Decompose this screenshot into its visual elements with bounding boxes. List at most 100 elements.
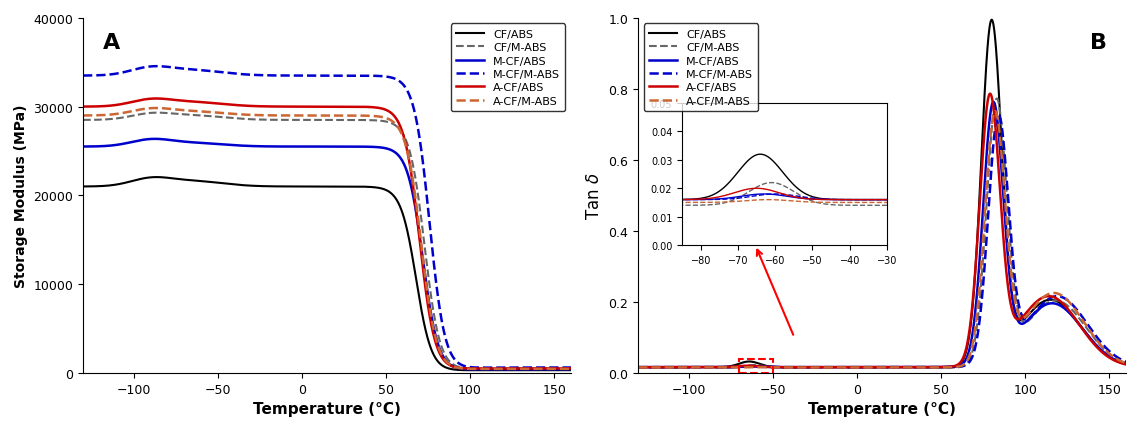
A-CF/ABS <box>301 105 315 110</box>
A-CF/ABS <box>1016 314 1029 319</box>
CF/M-ABS <box>551 366 564 371</box>
M-CF/M-ABS <box>76 74 90 79</box>
CF/ABS <box>1106 356 1119 362</box>
Legend: CF/ABS, CF/M-ABS, M-CF/ABS, M-CF/M-ABS, A-CF/ABS, A-CF/M-ABS: CF/ABS, CF/M-ABS, M-CF/ABS, M-CF/M-ABS, … <box>450 25 565 112</box>
A-CF/M-ABS <box>564 366 578 372</box>
A-CF/ABS <box>564 366 578 371</box>
A-CF/ABS <box>101 104 115 109</box>
A-CF/M-ABS <box>988 109 1002 114</box>
CF/M-ABS <box>632 366 645 371</box>
X-axis label: Temperature (°C): Temperature (°C) <box>808 401 956 416</box>
A-CF/M-ABS <box>461 366 474 372</box>
A-CF/ABS <box>869 365 882 370</box>
Line: CF/ABS: CF/ABS <box>638 21 1126 367</box>
CF/ABS <box>869 365 882 370</box>
M-CF/ABS <box>1106 356 1119 361</box>
A-CF/ABS <box>1119 362 1133 367</box>
CF/ABS <box>1105 356 1118 361</box>
CF/M-ABS <box>314 118 327 123</box>
A-CF/M-ABS <box>1119 361 1133 366</box>
CF/ABS <box>1119 362 1133 367</box>
CF/M-ABS <box>1016 319 1029 324</box>
M-CF/M-ABS <box>856 365 870 370</box>
A-CF/ABS <box>551 366 564 371</box>
CF/M-ABS <box>869 366 882 371</box>
A-CF/ABS <box>984 92 998 97</box>
M-CF/M-ABS <box>101 73 115 78</box>
M-CF/M-ABS <box>1016 315 1029 320</box>
M-CF/M-ABS <box>657 365 670 370</box>
A-CF/ABS <box>461 366 474 371</box>
M-CF/ABS <box>1016 321 1029 326</box>
A-CF/ABS <box>632 365 645 370</box>
M-CF/M-ABS <box>1119 359 1133 365</box>
CF/M-ABS <box>101 117 115 123</box>
CF/ABS <box>564 368 578 373</box>
CF/M-ABS <box>856 366 870 371</box>
Legend: CF/ABS, CF/M-ABS, M-CF/ABS, M-CF/M-ABS, A-CF/ABS, A-CF/M-ABS: CF/ABS, CF/M-ABS, M-CF/ABS, M-CF/M-ABS, … <box>644 25 758 112</box>
A-CF/ABS <box>1106 357 1119 362</box>
A-CF/M-ABS <box>869 365 882 370</box>
CF/ABS <box>1016 318 1029 323</box>
A-CF/ABS <box>314 105 327 110</box>
M-CF/ABS <box>1119 362 1133 367</box>
A-CF/M-ABS <box>632 365 645 370</box>
A-CF/ABS <box>856 365 870 370</box>
M-CF/M-ABS <box>301 74 315 79</box>
A-CF/M-ABS <box>101 113 115 118</box>
M-CF/M-ABS <box>149 64 163 70</box>
M-CF/ABS <box>148 137 162 142</box>
CF/M-ABS <box>150 111 164 116</box>
CF/ABS <box>101 184 115 189</box>
CF/ABS <box>469 368 482 373</box>
M-CF/ABS <box>101 144 115 149</box>
Line: A-CF/M-ABS: A-CF/M-ABS <box>83 109 571 369</box>
CF/ABS <box>149 175 163 180</box>
Line: CF/M-ABS: CF/M-ABS <box>83 114 571 369</box>
M-CF/M-ABS <box>551 365 564 370</box>
M-CF/ABS <box>632 365 645 370</box>
CF/ABS <box>657 365 670 370</box>
CF/ABS <box>461 368 474 373</box>
CF/ABS <box>856 365 870 370</box>
A-CF/M-ABS <box>149 106 163 111</box>
A-CF/M-ABS <box>301 114 315 119</box>
M-CF/M-ABS <box>314 74 327 79</box>
M-CF/M-ABS <box>992 113 1005 118</box>
Line: A-CF/ABS: A-CF/ABS <box>638 95 1126 367</box>
Line: CF/M-ABS: CF/M-ABS <box>638 99 1126 368</box>
A-CF/M-ABS <box>76 114 90 119</box>
A-CF/M-ABS <box>1016 316 1029 321</box>
M-CF/ABS <box>564 367 578 372</box>
M-CF/ABS <box>314 144 327 150</box>
M-CF/ABS <box>551 367 564 372</box>
Line: M-CF/M-ABS: M-CF/M-ABS <box>638 116 1126 367</box>
A-CF/ABS <box>1105 357 1118 362</box>
A-CF/ABS <box>76 105 90 110</box>
CF/M-ABS <box>473 366 487 371</box>
CF/ABS <box>314 184 327 190</box>
CF/ABS <box>301 184 315 190</box>
Line: M-CF/ABS: M-CF/ABS <box>83 139 571 369</box>
M-CF/M-ABS <box>551 365 564 370</box>
CF/M-ABS <box>301 118 315 123</box>
A-CF/ABS <box>470 366 483 371</box>
A-CF/M-ABS <box>1106 353 1119 359</box>
Line: A-CF/M-ABS: A-CF/M-ABS <box>638 112 1126 368</box>
CF/M-ABS <box>551 366 564 371</box>
M-CF/ABS <box>869 365 882 370</box>
A-CF/M-ABS <box>314 114 327 119</box>
A-CF/ABS <box>149 97 163 102</box>
Text: B: B <box>1090 33 1107 53</box>
M-CF/M-ABS <box>869 365 882 370</box>
CF/M-ABS <box>461 366 474 371</box>
M-CF/ABS <box>986 100 1000 105</box>
CF/ABS <box>551 368 564 373</box>
A-CF/ABS <box>551 366 564 371</box>
A-CF/ABS <box>657 365 670 370</box>
X-axis label: Temperature (°C): Temperature (°C) <box>253 401 401 416</box>
Line: M-CF/ABS: M-CF/ABS <box>638 103 1126 367</box>
M-CF/ABS <box>301 144 315 150</box>
CF/M-ABS <box>657 366 670 371</box>
A-CF/M-ABS <box>856 365 870 370</box>
